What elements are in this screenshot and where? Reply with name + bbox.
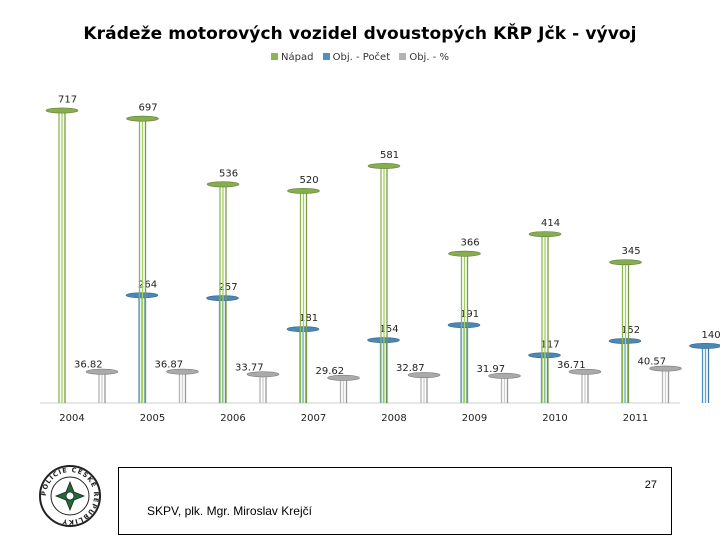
data-label-2005-series0: 697 [139, 103, 158, 114]
legend-swatch-obj-pct [399, 53, 407, 60]
bar-2004-series2-cap [85, 368, 119, 375]
bar-2010-series2-cap [568, 368, 602, 375]
chart-plot-area: 717 264 36.82 2004 697 257 36.87 2005 536 181 33.7… [40, 94, 720, 424]
data-label-2004-series1: 264 [138, 279, 157, 290]
page-number: 27 [644, 479, 657, 491]
data-label-2009-series0: 366 [461, 238, 480, 249]
data-label-2006-series2: 33.77 [235, 362, 264, 373]
footer-box: 27 SKPV, plk. Mgr. Miroslav Krejčí [118, 467, 672, 535]
bar-2004-series0-cap [45, 107, 79, 114]
data-label-2008-series1: 191 [460, 309, 479, 320]
bar-2011-series2-cap [649, 365, 682, 372]
x-tick-label-2007: 2007 [301, 413, 326, 424]
bar-2008-series2-cap [407, 372, 441, 378]
legend-item-obj-pocet: Obj. - Počet [322, 52, 391, 63]
chart-legend: Nápad Obj. - Počet Obj. - % [0, 52, 720, 63]
data-label-2007-series1: 154 [380, 324, 399, 335]
data-label-2006-series0: 536 [219, 168, 238, 179]
legend-label-napad: Nápad [281, 52, 314, 63]
data-label-2005-series1: 257 [219, 282, 238, 293]
data-label-2010-series1: 152 [621, 325, 640, 336]
bar-2011-series0-cap [609, 259, 642, 266]
x-tick-label-2005: 2005 [140, 413, 165, 424]
bar-2011-series1-cap [689, 342, 720, 349]
x-tick-label-2006: 2006 [220, 413, 245, 424]
x-tick-label-2011: 2011 [623, 413, 648, 424]
chart-title: Krádeže motorových vozidel dvoustopých K… [83, 24, 637, 44]
x-tick-label-2009: 2009 [462, 413, 487, 424]
data-label-2011-series1: 140 [702, 330, 720, 341]
x-tick-label-2008: 2008 [381, 413, 406, 424]
data-label-2004-series0: 717 [58, 94, 77, 105]
bar-2008-series0-cap [367, 163, 401, 169]
data-label-2010-series2: 36.71 [557, 360, 586, 371]
bar-2007-series2-cap [327, 374, 360, 381]
legend-item-napad: Nápad [271, 52, 313, 63]
bar-2009-series2-cap [488, 372, 521, 379]
data-label-2007-series2: 29.62 [316, 366, 345, 377]
legend-label-obj-pct: Obj. - % [409, 52, 449, 63]
data-label-2008-series2: 32.87 [396, 363, 425, 374]
data-label-2011-series0: 345 [622, 246, 641, 257]
data-label-2008-series0: 581 [380, 150, 399, 161]
bar-2009-series0-cap [448, 250, 481, 257]
data-label-2011-series2: 40.57 [638, 357, 667, 368]
author-credit: SKPV, plk. Mgr. Miroslav Krejčí [147, 504, 312, 518]
x-tick-label-2010: 2010 [542, 413, 567, 424]
data-label-2009-series1: 117 [541, 339, 560, 350]
data-label-2004-series2: 36.82 [74, 360, 103, 371]
data-label-2007-series0: 520 [300, 175, 319, 186]
data-label-2009-series2: 31.97 [477, 364, 506, 375]
data-label-2006-series1: 181 [299, 313, 318, 324]
data-label-2005-series2: 36.87 [155, 360, 184, 371]
bar-2007-series0-cap [287, 187, 320, 194]
legend-item-obj-pct: Obj. - % [399, 52, 449, 63]
police-emblem-logo: POLICIE ČESKÉ REPUBLIKY [39, 465, 101, 527]
bar-2006-series0-cap [206, 181, 240, 188]
bar-2006-series2-cap [246, 371, 280, 378]
data-label-2010-series0: 414 [541, 218, 560, 229]
bar-2010-series0-cap [528, 231, 562, 237]
legend-swatch-obj-pocet [322, 53, 330, 60]
bar-2005-series2-cap [166, 368, 199, 375]
legend-label-obj-pocet: Obj. - Počet [332, 52, 391, 63]
bar-2005-series0-cap [126, 115, 159, 122]
x-tick-label-2004: 2004 [59, 413, 84, 424]
legend-swatch-napad [271, 53, 278, 60]
